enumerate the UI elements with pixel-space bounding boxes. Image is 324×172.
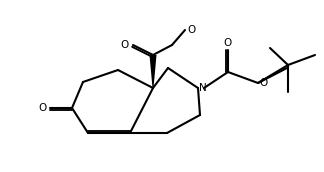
Text: O: O <box>121 40 129 50</box>
Text: O: O <box>259 78 267 88</box>
Text: O: O <box>224 38 232 48</box>
Text: O: O <box>39 103 47 113</box>
Polygon shape <box>149 55 156 88</box>
Text: O: O <box>187 25 195 35</box>
Text: N: N <box>199 83 207 93</box>
